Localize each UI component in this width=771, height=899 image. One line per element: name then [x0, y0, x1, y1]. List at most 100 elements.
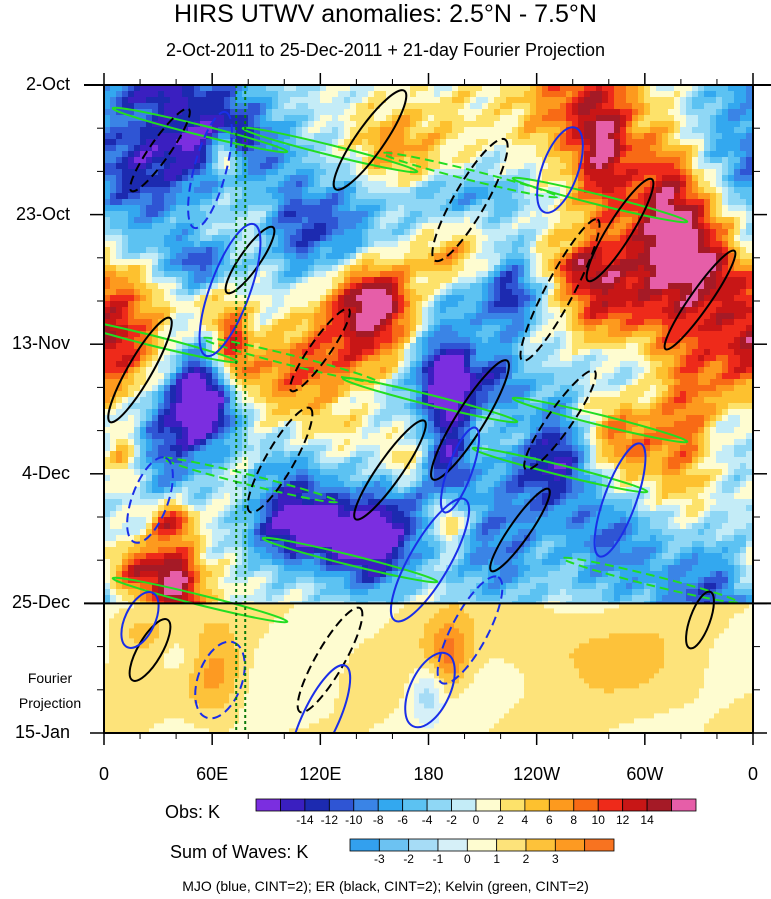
obs-cell	[728, 163, 735, 170]
obs-cell	[422, 193, 429, 200]
obs-cell	[650, 175, 657, 182]
obs-cell	[350, 103, 357, 110]
obs-cell	[164, 223, 171, 230]
obs-cell	[116, 217, 123, 224]
obs-cell	[506, 97, 513, 104]
obs-cell	[524, 307, 531, 314]
obs-cell	[476, 181, 483, 188]
obs-cell	[542, 289, 549, 296]
obs-cell	[422, 331, 429, 338]
obs-cell	[380, 127, 387, 134]
obs-cell	[614, 169, 621, 176]
obs-cell	[668, 223, 675, 230]
obs-cell	[674, 349, 681, 356]
obs-cell	[590, 145, 597, 152]
obs-cell	[656, 181, 663, 188]
obs-cell	[608, 343, 615, 350]
obs-cell	[446, 217, 453, 224]
obs-cell	[704, 211, 711, 218]
obs-cell	[170, 187, 177, 194]
obs-cell	[674, 307, 681, 314]
obs-cell	[302, 91, 309, 98]
obs-cell	[458, 145, 465, 152]
obs-cell	[272, 331, 279, 338]
obs-cell	[212, 151, 219, 158]
obs-cell	[488, 139, 495, 146]
obs-cell	[110, 217, 117, 224]
obs-cell	[578, 175, 585, 182]
obs-cell	[146, 325, 153, 332]
obs-cell	[506, 277, 513, 284]
obs-cell	[458, 307, 465, 314]
obs-cell	[746, 271, 753, 278]
obs-cell	[164, 229, 171, 236]
obs-cell	[710, 271, 717, 278]
obs-cell	[440, 253, 447, 260]
obs-cell	[140, 319, 147, 326]
obs-cell	[410, 211, 417, 218]
obs-cell	[272, 325, 279, 332]
obs-cell	[542, 97, 549, 104]
obs-cell	[206, 139, 213, 146]
obs-cell	[434, 121, 441, 128]
obs-cell	[290, 223, 297, 230]
obs-cell	[308, 349, 315, 356]
obs-cell	[536, 247, 543, 254]
obs-cell	[608, 229, 615, 236]
obs-cell	[674, 301, 681, 308]
obs-cell	[104, 139, 111, 146]
obs-cell	[452, 271, 459, 278]
obs-cell	[422, 163, 429, 170]
obs-cell	[434, 145, 441, 152]
obs-cell	[332, 355, 339, 362]
obs-cell	[320, 91, 327, 98]
obs-cell	[566, 133, 573, 140]
obs-cell	[500, 313, 507, 320]
obs-cell	[728, 109, 735, 116]
obs-cell	[440, 289, 447, 296]
obs-cell	[464, 301, 471, 308]
obs-cell	[290, 301, 297, 308]
obs-cell	[584, 205, 591, 212]
obs-cell	[206, 241, 213, 248]
obs-cell	[650, 133, 657, 140]
obs-cell	[158, 181, 165, 188]
obs-cell	[398, 103, 405, 110]
obs-cell	[452, 337, 459, 344]
obs-cell	[152, 283, 159, 290]
obs-cell	[656, 85, 663, 92]
obs-cell	[206, 337, 213, 344]
obs-cell	[176, 175, 183, 182]
obs-cell	[356, 247, 363, 254]
obs-cell	[524, 85, 531, 92]
obs-cell	[266, 259, 273, 266]
obs-cell	[506, 169, 513, 176]
obs-cell	[746, 127, 753, 134]
obs-cell	[158, 247, 165, 254]
obs-cell	[122, 127, 129, 134]
obs-cell	[716, 289, 723, 296]
obs-cell	[152, 265, 159, 272]
obs-cell	[302, 133, 309, 140]
obs-cell	[464, 199, 471, 206]
obs-cell	[380, 325, 387, 332]
obs-cell	[506, 223, 513, 230]
obs-cell	[734, 157, 741, 164]
obs-cell	[614, 295, 621, 302]
obs-cell	[656, 199, 663, 206]
obs-cell	[350, 121, 357, 128]
obs-cell	[146, 307, 153, 314]
obs-cell	[500, 205, 507, 212]
obs-cell	[284, 313, 291, 320]
obs-cell	[266, 103, 273, 110]
obs-cell	[134, 355, 141, 362]
obs-cell	[254, 121, 261, 128]
obs-cell	[254, 103, 261, 110]
obs-cell	[602, 349, 609, 356]
obs-cell	[554, 283, 561, 290]
obs-cell	[620, 343, 627, 350]
obs-cell	[266, 319, 273, 326]
obs-cell	[224, 193, 231, 200]
obs-cell	[698, 199, 705, 206]
obs-cell	[398, 325, 405, 332]
